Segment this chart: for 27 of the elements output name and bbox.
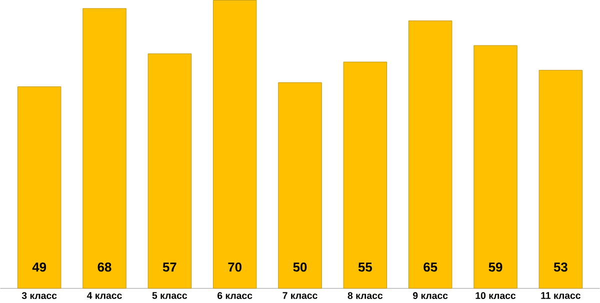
x-tick-label: 3 класс bbox=[22, 292, 57, 300]
bar bbox=[148, 54, 192, 289]
bar bbox=[408, 20, 452, 289]
data-label: 53 bbox=[554, 262, 568, 272]
data-label: 55 bbox=[358, 262, 372, 272]
bar bbox=[474, 45, 518, 289]
bar bbox=[213, 0, 257, 289]
x-tick-label: 11 класс bbox=[541, 292, 580, 300]
x-tick-label: 8 класс bbox=[348, 292, 383, 300]
data-label: 57 bbox=[162, 262, 176, 272]
x-tick-label: 7 класс bbox=[282, 292, 318, 300]
data-label: 50 bbox=[293, 262, 307, 272]
data-label: 65 bbox=[424, 262, 438, 272]
data-label: 59 bbox=[488, 262, 502, 272]
bar bbox=[343, 62, 387, 289]
data-label: 70 bbox=[228, 262, 242, 272]
x-tick-label: 6 класс bbox=[218, 292, 252, 300]
data-label: 49 bbox=[32, 262, 46, 272]
x-tick-label: 4 класс bbox=[86, 292, 122, 300]
bar bbox=[538, 70, 582, 289]
bar bbox=[18, 86, 62, 289]
bar bbox=[278, 82, 322, 289]
data-label: 68 bbox=[98, 262, 112, 272]
x-tick-label: 5 класс bbox=[152, 292, 188, 300]
x-tick-label: 10 класс bbox=[476, 292, 516, 300]
x-tick-label: 9 класс bbox=[413, 292, 448, 300]
bar bbox=[82, 8, 126, 289]
